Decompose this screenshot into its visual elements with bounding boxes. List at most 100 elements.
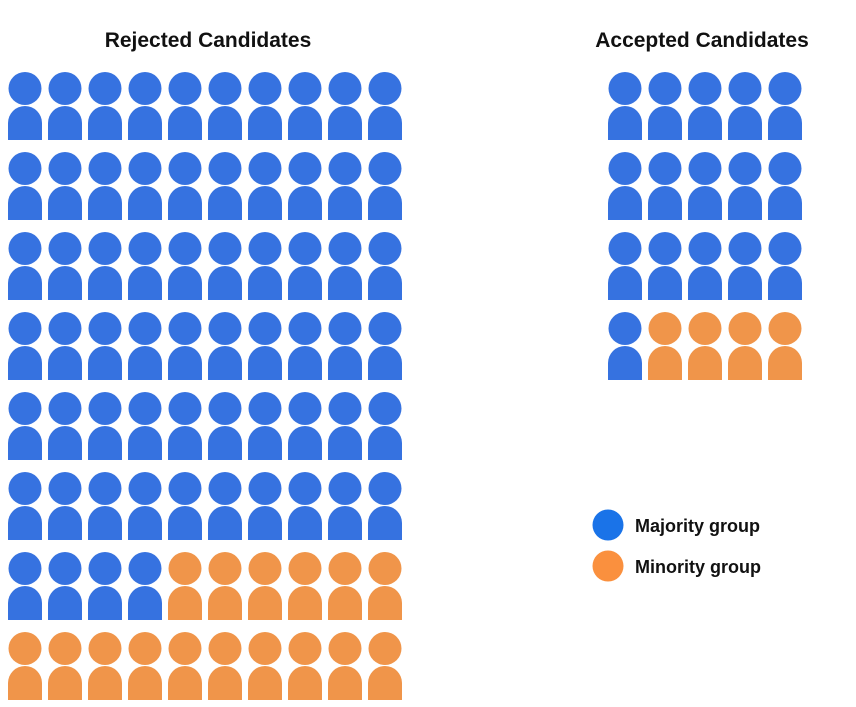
person-body: [8, 346, 42, 380]
person-icon-minority-group: [328, 632, 362, 700]
person-head: [168, 632, 202, 665]
person-head: [8, 152, 42, 185]
person-icon-minority-group: [168, 632, 202, 700]
person-icon-majority-group: [168, 72, 202, 140]
person-head: [48, 392, 82, 425]
person-icon-majority-group: [168, 392, 202, 460]
person-head: [208, 552, 242, 585]
person-body: [328, 266, 362, 300]
person-head: [168, 152, 202, 185]
person-body: [248, 266, 282, 300]
person-body: [88, 106, 122, 140]
person-icon-majority-group: [48, 552, 82, 620]
person-body: [288, 586, 322, 620]
person-head: [328, 552, 362, 585]
person-icon-majority-group: [88, 72, 122, 140]
person-body: [328, 346, 362, 380]
person-icon-minority-group: [208, 552, 242, 620]
person-head: [168, 312, 202, 345]
person-head: [728, 312, 762, 345]
person-icon-majority-group: [128, 552, 162, 620]
person-head: [48, 232, 82, 265]
person-icon-majority-group: [168, 152, 202, 220]
person-body: [728, 266, 762, 300]
person-icon-majority-group: [728, 152, 762, 220]
person-icon-majority-group: [48, 232, 82, 300]
person-head: [688, 72, 722, 105]
person-body: [208, 666, 242, 700]
person-icon-majority-group: [288, 392, 322, 460]
person-body: [128, 186, 162, 220]
person-body: [768, 266, 802, 300]
person-body: [688, 106, 722, 140]
person-icon-majority-group: [248, 232, 282, 300]
person-icon-majority-group: [168, 312, 202, 380]
person-icon-majority-group: [248, 312, 282, 380]
person-icon-majority-group: [48, 392, 82, 460]
person-head: [368, 232, 402, 265]
person-body: [8, 666, 42, 700]
person-head: [288, 552, 322, 585]
person-icon-majority-group: [208, 72, 242, 140]
person-icon-minority-group: [768, 312, 802, 380]
person-body: [648, 266, 682, 300]
person-icon-minority-group: [128, 632, 162, 700]
person-icon-majority-group: [368, 312, 402, 380]
person-body: [248, 346, 282, 380]
person-icon-minority-group: [88, 632, 122, 700]
person-icon-majority-group: [328, 312, 362, 380]
person-icon-majority-group: [8, 552, 42, 620]
person-icon-minority-group: [728, 312, 762, 380]
person-icon-majority-group: [288, 312, 322, 380]
person-body: [288, 266, 322, 300]
person-head: [248, 312, 282, 345]
person-icon-minority-group: [368, 632, 402, 700]
person-body: [608, 266, 642, 300]
person-head: [88, 472, 122, 505]
person-head: [88, 312, 122, 345]
person-body: [48, 266, 82, 300]
person-icon-majority-group: [288, 232, 322, 300]
person-body: [608, 186, 642, 220]
person-icon-majority-group: [368, 232, 402, 300]
person-body: [368, 186, 402, 220]
person-head: [368, 72, 402, 105]
person-head: [88, 632, 122, 665]
person-icon-majority-group: [648, 152, 682, 220]
person-body: [88, 186, 122, 220]
person-head: [208, 312, 242, 345]
person-icon-minority-group: [8, 632, 42, 700]
person-body: [648, 346, 682, 380]
person-head: [248, 232, 282, 265]
person-head: [648, 152, 682, 185]
legend-label-minority: Minority group: [635, 557, 761, 577]
person-head: [328, 152, 362, 185]
person-icon-majority-group: [168, 472, 202, 540]
person-body: [88, 666, 122, 700]
rejected-grid: [8, 72, 402, 700]
person-body: [248, 586, 282, 620]
legend-swatch-minority: [592, 550, 624, 582]
person-head: [88, 552, 122, 585]
person-head: [168, 72, 202, 105]
person-head: [728, 232, 762, 265]
person-body: [88, 586, 122, 620]
person-head: [48, 72, 82, 105]
person-icon-majority-group: [208, 312, 242, 380]
person-icon-majority-group: [768, 72, 802, 140]
person-body: [208, 106, 242, 140]
person-head: [328, 72, 362, 105]
person-icon-majority-group: [688, 232, 722, 300]
person-icon-majority-group: [88, 232, 122, 300]
person-body: [168, 266, 202, 300]
person-head: [608, 232, 642, 265]
person-icon-majority-group: [128, 232, 162, 300]
person-head: [608, 312, 642, 345]
person-icon-majority-group: [168, 232, 202, 300]
person-body: [768, 346, 802, 380]
person-icon-minority-group: [208, 632, 242, 700]
person-icon-majority-group: [208, 232, 242, 300]
person-head: [208, 632, 242, 665]
person-head: [168, 392, 202, 425]
person-body: [328, 666, 362, 700]
